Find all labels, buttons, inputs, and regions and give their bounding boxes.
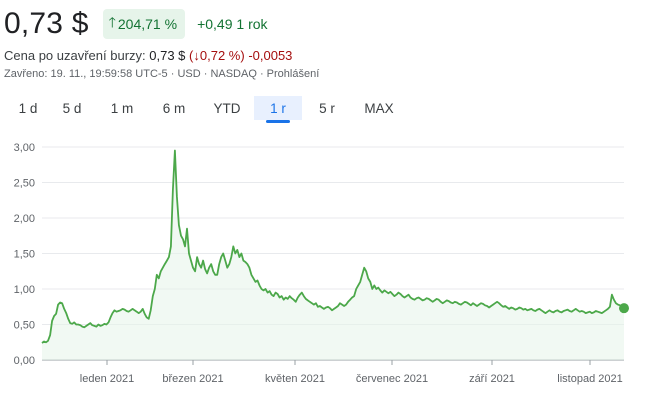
tab-label: YTD (213, 100, 241, 116)
y-tick-label: 0,50 (14, 320, 35, 332)
change-percent: 204,71 % (117, 16, 178, 32)
x-tick-label: červenec 2021 (356, 373, 428, 385)
last-price-point (619, 303, 629, 314)
price-chart[interactable]: 3,00 2,50 2,00 1,50 1,00 0,50 0,00 leden 2021 bř… (0, 128, 650, 402)
y-tick-label: 0,00 (14, 355, 35, 367)
range-tabs: 1 d 5 d 1 m 6 m YTD 1 r 5 r MAX (8, 96, 406, 123)
tab-label: 5 d (62, 100, 82, 116)
x-tick-label: září 2021 (469, 373, 515, 385)
tab-label: 6 m (162, 100, 186, 116)
tab-label: 5 r (319, 100, 335, 116)
tab-ytd[interactable]: YTD (200, 96, 254, 120)
tab-1d[interactable]: 1 d (8, 96, 48, 120)
x-tick-label: listopad 2021 (557, 373, 622, 385)
after-hours-change-abs: -0,0053 (248, 48, 293, 63)
x-tick-label: leden 2021 (80, 373, 134, 385)
tab-label: 1 m (110, 100, 134, 116)
y-tick-label: 1,50 (14, 249, 35, 261)
y-tick-label: 3,00 (14, 142, 35, 154)
y-tick-label: 2,00 (14, 213, 35, 225)
y-tick-label: 2,50 (14, 178, 35, 190)
tab-label: MAX (364, 100, 394, 116)
after-hours-change-pct: (↓0,72 %) (189, 48, 245, 63)
tab-label: 1 d (18, 100, 38, 116)
tab-label: 1 r (270, 100, 286, 116)
x-tick-label: březen 2021 (162, 373, 223, 385)
after-hours-label: Cena po uzavření burzy: (4, 48, 146, 63)
after-hours-row: Cena po uzavření burzy: 0,73 $ (↓0,72 %)… (4, 48, 292, 63)
quote-header: 0,73 $ 🡑 204,71 % +0,49 1 rok (4, 4, 268, 44)
change-absolute-value: +0,49 (197, 16, 233, 32)
tab-1y[interactable]: 1 r (254, 96, 302, 123)
tab-max[interactable]: MAX (352, 96, 406, 120)
after-hours-price: 0,73 $ (149, 48, 186, 63)
change-percent-badge: 🡑 204,71 % (102, 9, 186, 39)
series-line (41, 149, 625, 344)
arrow-up-icon: 🡑 (108, 14, 116, 30)
y-tick-label: 1,00 (14, 284, 35, 296)
change-period: 1 rok (236, 16, 268, 32)
tab-6m[interactable]: 6 m (148, 96, 200, 120)
change-absolute: +0,49 1 rok (197, 16, 267, 32)
x-tick-label: květen 2021 (265, 373, 325, 385)
tab-1m[interactable]: 1 m (96, 96, 148, 120)
tab-5d[interactable]: 5 d (48, 96, 96, 120)
current-price: 0,73 $ (4, 7, 89, 40)
tab-5y[interactable]: 5 r (302, 96, 352, 120)
series-area (42, 150, 624, 360)
market-meta: Zavřeno: 19. 11., 19:59:58 UTC-5 · USD ·… (4, 68, 320, 80)
